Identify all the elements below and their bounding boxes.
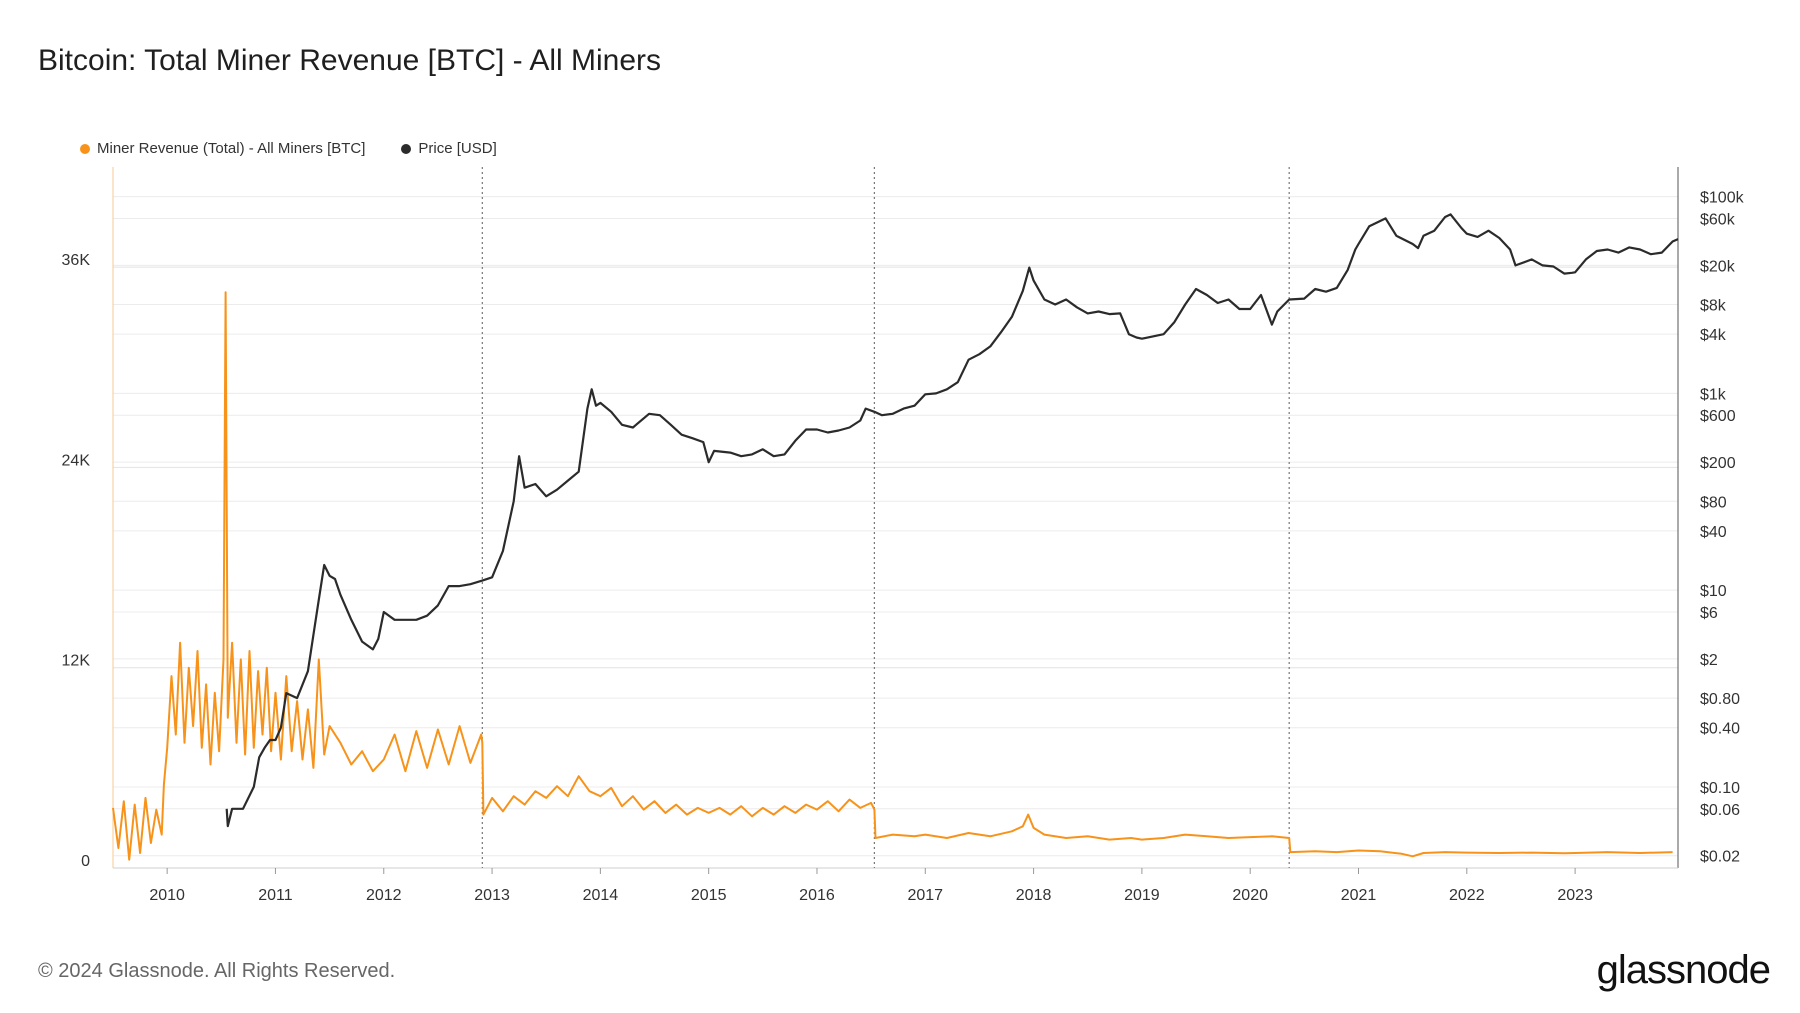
y-right-tick-label-9: $80 — [1700, 494, 1727, 511]
x-tick-label-2011: 2011 — [258, 887, 293, 904]
x-tick-label-2020: 2020 — [1232, 887, 1268, 904]
legend-item-miner-revenue[interactable]: Miner Revenue (Total) - All Miners [BTC] — [80, 140, 365, 157]
legend-dot-miner-revenue — [80, 143, 90, 154]
x-tick-label-2014: 2014 — [583, 887, 619, 904]
x-tick-label-2016: 2016 — [799, 887, 835, 904]
y-right-tick-label-7: $10 — [1700, 583, 1727, 600]
y-right-tick-label-12: $1k — [1700, 386, 1727, 403]
x-tick-label-2021: 2021 — [1341, 887, 1377, 904]
y-right-tick-label-16: $60k — [1700, 211, 1736, 228]
y-right-tick-label-1: $0.06 — [1700, 802, 1740, 819]
y-right-tick-label-6: $6 — [1700, 605, 1718, 622]
y-right-tick-label-2: $0.10 — [1700, 780, 1740, 797]
y-right-tick-label-8: $40 — [1700, 524, 1727, 541]
x-tick-label-2019: 2019 — [1124, 887, 1160, 904]
legend-dot-price — [401, 143, 412, 154]
x-tick-label-2013: 2013 — [474, 887, 510, 904]
x-tick-label-2023: 2023 — [1557, 887, 1593, 904]
x-tick-label-2022: 2022 — [1449, 887, 1485, 904]
y-left-tick-label-1: 12K — [62, 653, 91, 670]
glassnode-logo: glassnode — [1596, 948, 1771, 992]
y-right-tick-label-11: $600 — [1700, 408, 1736, 425]
y-right-tick-label-0: $0.02 — [1700, 849, 1740, 866]
legend-label-miner-revenue: Miner Revenue (Total) - All Miners [BTC] — [97, 140, 366, 157]
y-right-tick-label-5: $2 — [1700, 652, 1718, 669]
y-right-tick-label-13: $4k — [1700, 327, 1727, 344]
x-tick-label-2018: 2018 — [1016, 887, 1052, 904]
x-tick-label-2010: 2010 — [149, 887, 185, 904]
x-tick-label-2017: 2017 — [907, 887, 943, 904]
y-right-tick-label-14: $8k — [1700, 298, 1727, 315]
chart-title: Bitcoin: Total Miner Revenue [BTC] - All… — [38, 44, 662, 77]
legend-label-price: Price [USD] — [418, 140, 497, 157]
legend-item-price[interactable]: Price [USD] — [401, 140, 497, 157]
y-right-tick-label-4: $0.80 — [1700, 691, 1740, 708]
copyright-text: © 2024 Glassnode. All Rights Reserved. — [38, 960, 396, 982]
y-right-tick-label-10: $200 — [1700, 455, 1736, 472]
y-right-tick-label-17: $100k — [1700, 190, 1745, 207]
y-right-tick-label-15: $20k — [1700, 258, 1736, 275]
y-left-tick-label-3: 36K — [62, 252, 91, 269]
x-tick-label-2012: 2012 — [366, 887, 402, 904]
x-tick-label-2015: 2015 — [691, 887, 727, 904]
series-line-miner-revenue — [112, 291, 1673, 861]
legend: Miner Revenue (Total) - All Miners [BTC]… — [80, 140, 497, 157]
series-line-price — [225, 213, 1679, 828]
y-right-tick-label-3: $0.40 — [1700, 721, 1740, 738]
y-left-tick-label-0: 0 — [81, 853, 90, 870]
y-left-tick-label-2: 24K — [62, 452, 91, 469]
